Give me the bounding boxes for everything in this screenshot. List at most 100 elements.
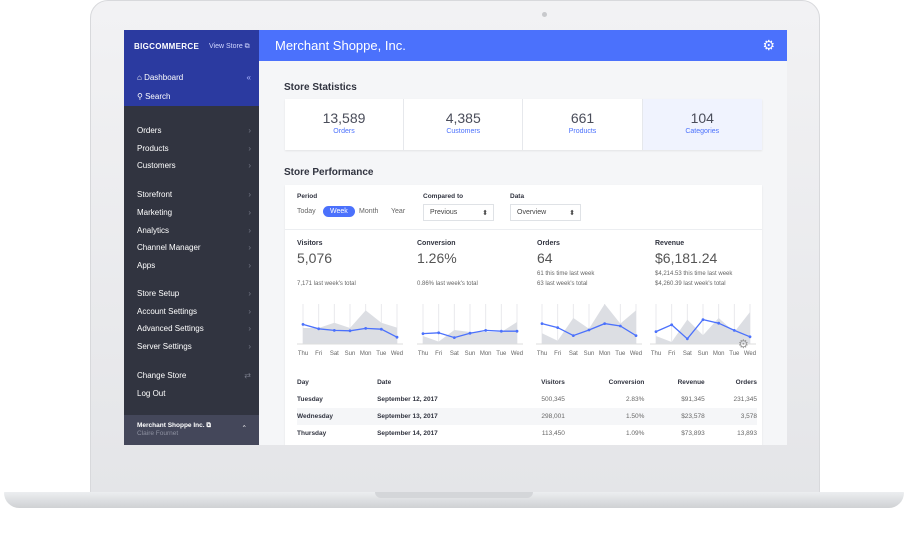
table-cell: Thursday xyxy=(297,430,327,437)
sidebar-item-customers[interactable]: Customers › xyxy=(137,161,251,170)
x-tick-label: Sun xyxy=(698,351,709,357)
table-cell: 1.50% xyxy=(625,413,645,420)
compared-value: Previous xyxy=(430,209,458,216)
sidebar-item-label: Search xyxy=(145,92,171,101)
sidebar-item-products[interactable]: Products › xyxy=(137,144,251,153)
data-point xyxy=(499,329,503,333)
data-point xyxy=(301,323,305,326)
x-tick-label: Thu xyxy=(298,351,308,357)
table-row[interactable]: Tuesday September 12, 2017 500,345 2.83% $91… xyxy=(297,391,757,408)
table-cell: September 13, 2017 xyxy=(377,413,438,420)
chevron-right-icon: › xyxy=(248,144,251,153)
data-point xyxy=(379,327,383,331)
column-header[interactable]: Conversion xyxy=(608,379,645,386)
metric-sub2: $4,260.39 last week's total xyxy=(655,281,726,287)
x-tick-label: Sun xyxy=(345,351,356,357)
metric-title: Visitors xyxy=(297,240,323,247)
data-label: Data xyxy=(510,193,525,200)
period-today[interactable]: Today xyxy=(297,208,316,215)
x-tick-label: Sat xyxy=(330,351,339,357)
sidebar-item-log-out[interactable]: Log Out xyxy=(137,389,251,398)
column-header[interactable]: Date xyxy=(377,379,392,386)
data-value: Overview xyxy=(517,209,547,216)
chevron-right-icon: › xyxy=(248,243,251,252)
column-header[interactable]: Revenue xyxy=(677,379,705,386)
sidebar-item-dashboard[interactable]: ⌂ Dashboard « xyxy=(137,73,251,82)
period-month[interactable]: Month xyxy=(359,208,379,215)
table-cell: 298,001 xyxy=(541,413,565,420)
stat-products[interactable]: 661 Products xyxy=(524,99,643,150)
stats-card: 13,589 Orders 4,385 Customers 661 Products 104… xyxy=(285,99,762,150)
x-tick-label: Wed xyxy=(511,351,523,357)
laptop-notch xyxy=(375,492,533,498)
sidebar-item-label: Change Store xyxy=(137,371,187,380)
sidebar-item-label: Advanced Settings xyxy=(137,324,204,333)
stat-customers[interactable]: 4,385 Customers xyxy=(404,99,524,150)
x-tick-label: Tue xyxy=(496,351,507,357)
gear-icon[interactable]: ⚙ xyxy=(762,37,775,53)
sidebar-item-account-settings[interactable]: Account Settings › xyxy=(137,307,251,316)
data-point xyxy=(618,324,622,328)
sidebar-item-apps[interactable]: Apps › xyxy=(137,261,251,270)
column-header[interactable]: Orders xyxy=(735,379,757,386)
table-cell: 3,578 xyxy=(740,413,757,420)
sidebar-item-storefront[interactable]: Storefront › xyxy=(137,190,251,199)
chevron-right-icon: › xyxy=(248,261,251,270)
sidebar-item-channel-manager[interactable]: Channel Manager › xyxy=(137,243,251,252)
data-point xyxy=(437,331,441,335)
period-year[interactable]: Year xyxy=(391,208,406,215)
x-tick-label: Fri xyxy=(668,351,675,357)
stat-value: 661 xyxy=(570,110,595,126)
collapse-icon[interactable]: « xyxy=(246,73,251,82)
stat-orders[interactable]: 13,589 Orders xyxy=(285,99,404,150)
data-point xyxy=(587,328,591,332)
top-header: Merchant Shoppe, Inc. ⚙ xyxy=(259,30,787,61)
sidebar-item-advanced-settings[interactable]: Advanced Settings › xyxy=(137,324,251,333)
data-point xyxy=(317,327,321,331)
data-point xyxy=(452,336,456,339)
compared-select[interactable]: Previous ⬍ xyxy=(423,204,494,221)
sidebar-item-label: Apps xyxy=(137,261,156,270)
table-row[interactable]: Thursday September 14, 2017 113,450 1.09% $7… xyxy=(297,425,757,442)
table-cell: $23,578 xyxy=(681,413,705,420)
table-cell: 1.09% xyxy=(625,430,645,437)
sidebar-item-label: Dashboard xyxy=(144,73,184,82)
user-name: Claire Fournet xyxy=(137,430,179,437)
sidebar-item-marketing[interactable]: Marketing › xyxy=(137,208,251,217)
sidebar-top: BIGCOMMERCE View Store ⧉ ⌂ Dashboard « ⚲ … xyxy=(124,30,259,106)
data-point xyxy=(395,335,399,339)
sidebar-item-change-store[interactable]: Change Store ⇄ xyxy=(137,371,251,380)
column-header[interactable]: Visitors xyxy=(541,379,565,386)
swap-icon: ⇄ xyxy=(244,371,251,380)
sidebar-item-server-settings[interactable]: Server Settings › xyxy=(137,342,251,351)
view-store-link[interactable]: View Store ⧉ xyxy=(209,43,250,50)
sidebar-item-analytics[interactable]: Analytics › xyxy=(137,226,251,235)
table-row[interactable]: Wednesday September 13, 2017 298,001 1.50% $… xyxy=(297,408,757,425)
stat-value: 104 xyxy=(690,110,714,126)
compared-label: Compared to xyxy=(423,193,464,200)
chevron-up-icon: ⌃ xyxy=(241,425,247,432)
column-header[interactable]: Day xyxy=(297,379,309,386)
sidebar-item-label: Orders xyxy=(137,126,162,135)
metric-value: 1.26% xyxy=(417,250,457,266)
sidebar-item-search[interactable]: ⚲ Search xyxy=(137,92,251,101)
stat-label: Categories xyxy=(685,128,720,135)
metric-value: 64 xyxy=(537,250,553,266)
store-switcher[interactable]: Merchant Shoppe Inc. ⧉ Claire Fournet ⌃ xyxy=(124,415,259,445)
chevron-right-icon: › xyxy=(248,289,251,298)
chevron-right-icon: › xyxy=(248,161,251,170)
data-select[interactable]: Overview ⬍ xyxy=(510,204,581,221)
metric-conversion: Conversion 1.26% 0.86% last week's total xyxy=(417,240,532,289)
settings-gear-icon[interactable]: ⚙ xyxy=(738,337,749,351)
data-point xyxy=(654,330,658,333)
x-tick-label: Sun xyxy=(465,351,476,357)
data-point xyxy=(732,329,736,332)
table-cell: $91,345 xyxy=(681,396,705,403)
sidebar-item-orders[interactable]: Orders › xyxy=(137,126,251,135)
metric-value: 5,076 xyxy=(297,250,333,266)
x-tick-label: Mon xyxy=(599,351,611,357)
stat-categories[interactable]: 104 Categories xyxy=(642,99,762,150)
period-week[interactable]: Week xyxy=(323,206,355,217)
sidebar-item-label: Analytics xyxy=(137,226,170,235)
sidebar-item-store-setup[interactable]: Store Setup › xyxy=(137,289,251,298)
